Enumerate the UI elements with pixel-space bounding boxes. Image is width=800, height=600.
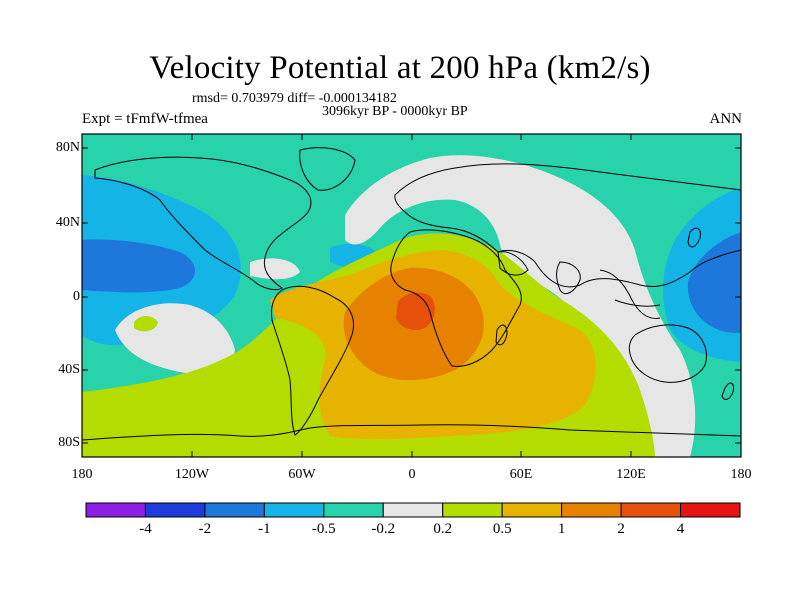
lon-label-60e: 60E [509,467,533,482]
colorbar-box [323,502,384,518]
contour-neutral-north-atlantic [250,258,300,280]
colorbar-label: 0.2 [433,521,453,537]
rmsd-diff-stats: rmsd= 0.703979 diff= -0.000134182 [192,91,397,106]
coast-australia [628,324,707,383]
colorbar-box [382,502,444,518]
coast-africa [390,229,522,367]
coast-arabia [497,251,529,276]
contour-neg-strong-pacific-west [687,232,741,333]
colorbar-box [620,502,682,518]
contour-pos-weak-east-pacific [134,316,158,332]
coast-greenland [299,147,356,191]
contour-neutral-band [345,155,696,457]
time-period-label: 3096kyr BP - 0000kyr BP [322,104,468,119]
lat-label-0: 0 [73,289,80,304]
colorbar-label: 2 [617,521,625,537]
contour-neg-strong-pacific-east [82,239,195,293]
colorbar-box [680,502,741,518]
colorbar-label: 0.5 [492,521,512,537]
coast-new-zealand [721,382,734,400]
map-title: Velocity Potential at 200 hPa (km2/s) [149,50,651,86]
coastlines [82,147,741,441]
colorbar-box [501,502,563,518]
colorbar-label: -0.2 [371,521,396,537]
colorbar-box [561,502,622,518]
lon-label-180e: 180 [730,467,752,482]
colorbar-label: -2 [198,521,212,537]
axis-ticks [81,134,742,457]
coast-india [556,261,581,295]
colorbar-box [144,502,206,518]
colorbar-label: 1 [557,521,566,537]
contour-fill-layer [82,134,741,457]
lon-label-120w: 120W [174,467,210,482]
coast-eurasia [394,163,741,288]
colorbar-box [85,502,146,518]
colorbar-label: 4 [676,521,685,537]
season-label: ANN [709,111,743,127]
coast-south-america [271,285,354,436]
colorbar-box [204,502,265,518]
coast-japan [687,227,701,248]
lon-label-120e: 120E [616,467,646,482]
lon-label-60w: 60W [288,467,316,482]
coast-antarctica [82,424,741,441]
lat-label-40n: 40N [55,215,80,230]
coast-madagascar [495,324,508,346]
colorbar-box [263,502,325,518]
colorbar-label: -4 [139,521,152,537]
lat-label-80n: 80N [55,140,80,155]
coast-southeast-asia [599,269,661,319]
lon-label-0: 0 [408,467,416,482]
colorbar-box [442,502,503,518]
lat-label-40s: 40S [58,362,80,377]
lon-label-180w: 180 [71,467,93,482]
coast-north-america [94,156,312,291]
colorbar-label: -0.5 [311,521,336,537]
experiment-label: Expt = tFmfW-tfmea [82,111,208,127]
lat-label-80s: 80S [58,435,80,450]
colorbar-boxes [85,502,741,518]
colorbar-label: -1 [258,521,271,537]
